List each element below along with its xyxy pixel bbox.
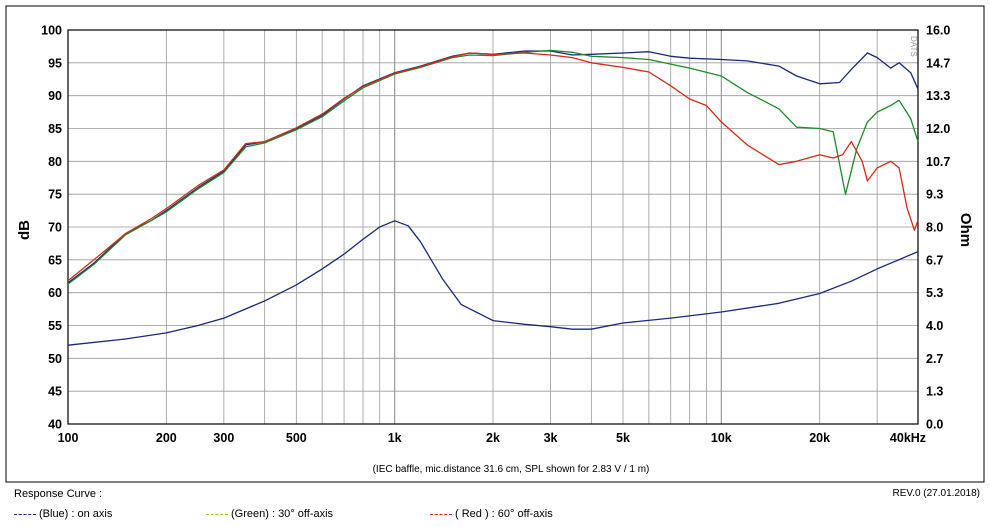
y2-tick-label: 6.7 — [926, 253, 943, 267]
tick-labels: 100 95 90 85 80 75 70 65 60 55 50 45 40 16.0 14.7 13.3 1… — [41, 24, 950, 446]
y2-tick-label: 5.3 — [926, 286, 943, 300]
x-tick-label: 300 — [213, 431, 234, 445]
legend-item-green: (Green) : 30° off-axis — [206, 508, 333, 520]
y2-tick-label: 14.7 — [926, 56, 950, 70]
y-tick-label: 100 — [41, 24, 62, 38]
y-axis-title: dB — [16, 220, 33, 240]
y-tick-label: 45 — [48, 385, 62, 399]
y-tick-label: 90 — [48, 89, 62, 103]
series-line-red — [67, 52, 919, 282]
y2-axis-title: Ohm — [957, 213, 974, 247]
y-tick-label: 85 — [48, 122, 62, 136]
y2-tick-label: 2.7 — [926, 352, 943, 366]
x-tick-label: 500 — [286, 431, 307, 445]
y-tick-label: 40 — [48, 418, 62, 432]
y-tick-label: 75 — [48, 188, 62, 202]
y-tick-label: 60 — [48, 286, 62, 300]
legend-item-blue: (Blue) : on axis — [14, 508, 112, 520]
y2-tick-label: 0.0 — [926, 418, 943, 432]
x-tick-label: 5k — [616, 431, 630, 445]
y-tick-label: 70 — [48, 221, 62, 235]
chart-frame — [5, 5, 985, 483]
x-tick-label: 20k — [809, 431, 830, 445]
y-tick-label: 50 — [48, 352, 62, 366]
x-tick-label: 2k — [486, 431, 500, 445]
y2-tick-label: 8.0 — [926, 221, 943, 235]
y-tick-label: 55 — [48, 319, 62, 333]
x-tick-label: 1k — [388, 431, 402, 445]
watermark: DATS — [909, 36, 918, 57]
y-tick-label: 65 — [48, 253, 62, 267]
y2-tick-label: 12.0 — [926, 122, 950, 136]
x-tick-label: 100 — [58, 431, 79, 445]
y2-tick-label: 13.3 — [926, 89, 950, 103]
series-layer — [67, 49, 919, 346]
y-tick-label: 80 — [48, 155, 62, 169]
legend-swatch-green — [206, 513, 228, 515]
y2-tick-label: 9.3 — [926, 188, 943, 202]
y2-tick-label: 4.0 — [926, 319, 943, 333]
legend-item-red: ( Red ) : 60° off-axis — [430, 508, 553, 520]
x-tick-label: 3k — [544, 431, 558, 445]
y2-tick-label: 16.0 — [926, 24, 950, 38]
legend-label-red: ( Red ) : 60° off-axis — [455, 508, 553, 520]
legend-swatch-red — [430, 513, 452, 515]
y-tick-label: 95 — [48, 56, 62, 70]
x-tick-label: 10k — [711, 431, 732, 445]
measurement-note: (IEC baffle, mic.distance 31.6 cm, SPL s… — [373, 464, 650, 475]
y2-tick-label: 10.7 — [926, 155, 950, 169]
y2-tick-label: 1.3 — [926, 385, 943, 399]
legend-label-blue: (Blue) : on axis — [39, 508, 113, 520]
plot-area — [67, 29, 919, 425]
footer-title: Response Curve : — [14, 488, 103, 500]
series-line-green — [67, 49, 919, 285]
legend-swatch-blue — [14, 513, 36, 515]
grid — [68, 30, 918, 424]
x-tick-label: 200 — [156, 431, 177, 445]
revision-label: REV.0 (27.01.2018) — [892, 488, 980, 499]
series-line-impedance — [67, 220, 919, 346]
legend-label-green: (Green) : 30° off-axis — [231, 508, 334, 520]
x-tick-label: 40kHz — [890, 431, 926, 445]
